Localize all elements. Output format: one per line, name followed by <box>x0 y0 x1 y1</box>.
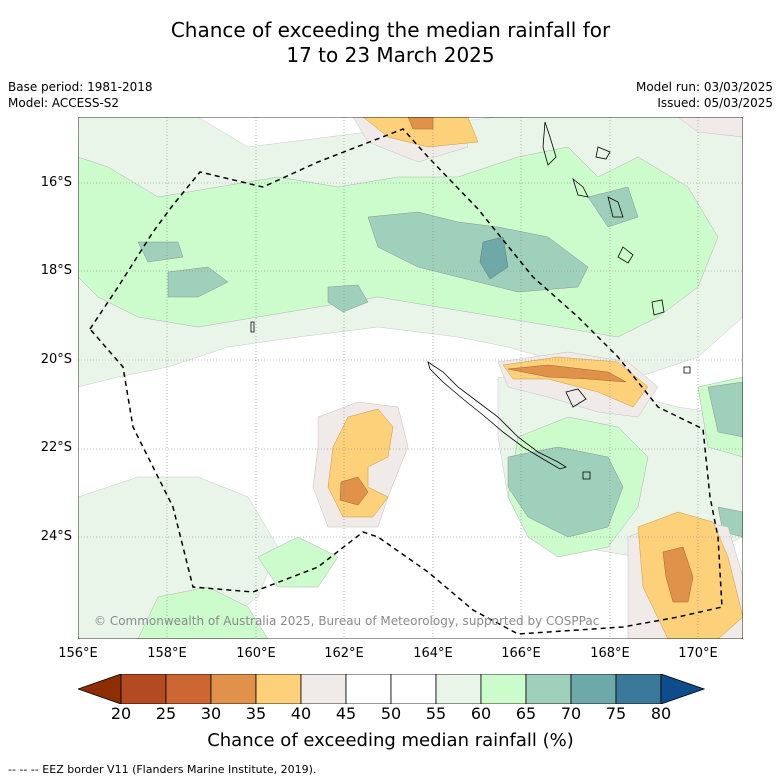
lon-label-168e: 168°E <box>590 646 630 661</box>
title-line-2: 17 to 23 March 2025 <box>286 43 495 67</box>
colorbar-tick-label: 45 <box>335 704 357 723</box>
lat-label-20s: 20°S <box>40 352 72 367</box>
colorbar-extend-low <box>78 674 122 704</box>
lon-label-160e: 160°E <box>236 646 276 661</box>
model-run-text: Model run: 03/03/2025 <box>635 80 773 94</box>
lat-label-16s: 16°S <box>40 175 72 190</box>
colorbar-tick-label: 60 <box>470 704 492 723</box>
lon-label-164e: 164°E <box>413 646 453 661</box>
colorbar-tick-label: 80 <box>650 704 672 723</box>
contour-70-75 <box>479 236 509 280</box>
colorbar-cell <box>435 674 482 704</box>
meta-right: Model run: 03/03/2025 Issued: 05/03/2025 <box>636 79 773 111</box>
colorbar-cell <box>345 674 392 704</box>
map-title: Chance of exceeding the median rainfall … <box>0 18 781 68</box>
lat-label-22s: 22°S <box>40 440 72 455</box>
colorbar-tick-label: 25 <box>155 704 177 723</box>
colorbar-tick-label: 55 <box>425 704 447 723</box>
colorbar-tick-label: 40 <box>290 704 312 723</box>
lat-label-24s: 24°S <box>40 529 72 544</box>
graticule <box>78 117 743 639</box>
colorbar-cell <box>255 674 302 704</box>
colorbar-cell <box>390 674 437 704</box>
colorbar-tick-label: 75 <box>605 704 627 723</box>
rainfall-map <box>78 117 743 639</box>
colorbar-tick-label: 20 <box>110 704 132 723</box>
contour-65-70 <box>137 186 743 538</box>
title-line-1: Chance of exceeding the median rainfall … <box>170 18 611 42</box>
lat-label-18s: 18°S <box>40 263 72 278</box>
meta-left: Base period: 1981-2018 Model: ACCESS-S2 <box>8 79 153 111</box>
lon-label-156e: 156°E <box>58 646 98 661</box>
lon-label-158e: 158°E <box>147 646 187 661</box>
lon-label-170e: 170°E <box>678 646 718 661</box>
colorbar-tick-label: 35 <box>245 704 267 723</box>
lon-label-162e: 162°E <box>324 646 364 661</box>
colorbar-tick-label: 65 <box>515 704 537 723</box>
colorbar-extend-high <box>660 674 705 704</box>
vanuatu-islands <box>542 121 634 264</box>
loyalty-islands <box>565 388 591 480</box>
model-text: Model: ACCESS-S2 <box>8 96 120 110</box>
small-islands <box>250 299 691 374</box>
colorbar-cell <box>480 674 527 704</box>
footer-eez-note: -- -- -- EEZ border V11 (Flanders Marine… <box>8 763 317 776</box>
colorbar-cell <box>615 674 662 704</box>
colorbar-cell <box>120 674 167 704</box>
colorbar-cell <box>300 674 347 704</box>
colorbar-cell <box>210 674 257 704</box>
new-caledonia-coast <box>427 361 567 470</box>
colorbar-cell <box>165 674 212 704</box>
colorbar-title: Chance of exceeding median rainfall (%) <box>207 730 574 751</box>
eez-border <box>89 128 723 635</box>
lon-label-166e: 166°E <box>501 646 541 661</box>
colorbar-tick-label: 30 <box>200 704 222 723</box>
issued-text: Issued: 05/03/2025 <box>657 96 773 110</box>
colorbar-cell <box>525 674 572 704</box>
colorbar-tick-label: 70 <box>560 704 582 723</box>
colorbar <box>78 674 705 704</box>
colorbar-tick-label: 50 <box>380 704 402 723</box>
base-period-text: Base period: 1981-2018 <box>8 80 153 94</box>
colorbar-cell <box>570 674 617 704</box>
coastlines <box>250 121 691 480</box>
copyright-text: © Commonwealth of Australia 2025, Bureau… <box>94 614 600 628</box>
